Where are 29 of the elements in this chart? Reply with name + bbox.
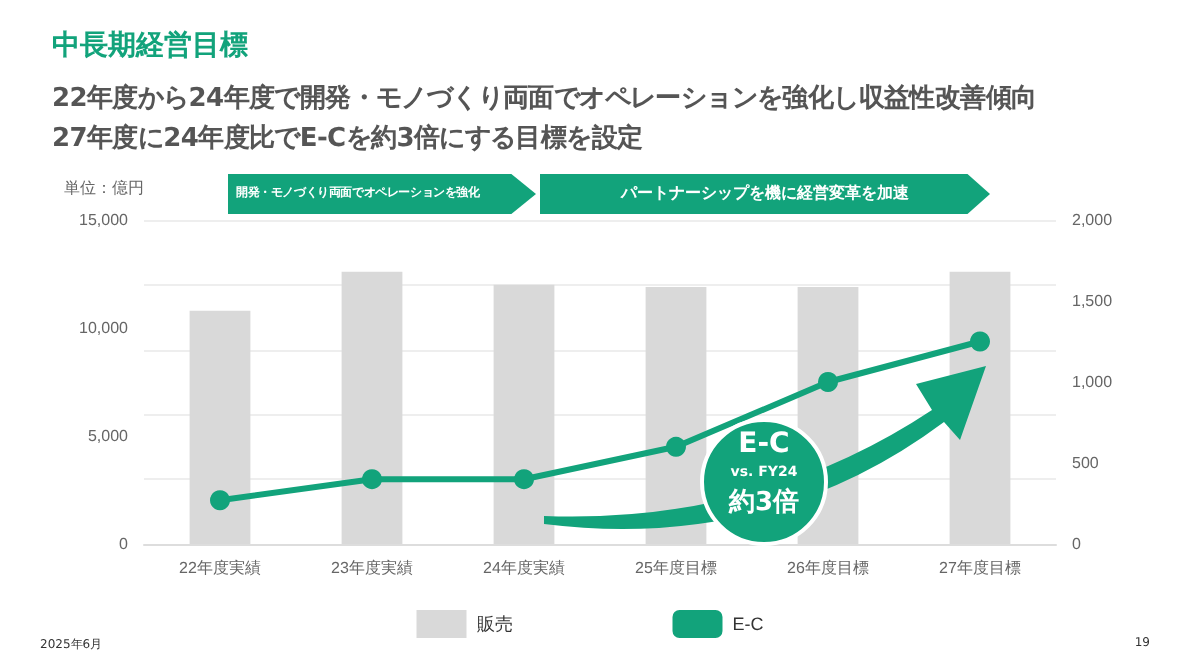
x-tick-label: 25年度目標 (635, 559, 717, 577)
y-tick-label: 0 (119, 535, 130, 553)
x-tick-label: 27年度目標 (939, 559, 1021, 577)
chart-title: 中長期経営目標 (52, 28, 248, 64)
point (362, 469, 382, 490)
legend-label: 販売 (476, 614, 513, 634)
text: パートナーシップを機に経営変革を加速 (540, 174, 990, 214)
point (210, 490, 230, 511)
point (970, 331, 990, 352)
x-tick-label: 24年度実績 (483, 559, 565, 577)
legend-label: E-C (732, 614, 765, 634)
y2-tick-label: 0 (1072, 535, 1082, 553)
annotation: E-C (736, 428, 792, 460)
y2-tick-label: 500 (1072, 454, 1100, 472)
y-axis-title: 単位：億円 (64, 179, 144, 197)
y2-tick-label: 1,500 (1072, 292, 1114, 310)
point (818, 372, 838, 392)
chart-subtitle: 22年度から24年度で開発・モノづくり両面でオペレーションを強化し収益性改善傾向 27年度に24年度比でE-Cを約3倍にする目標を設定 (52, 81, 1037, 158)
y-tick-label: 10,000 (79, 319, 130, 337)
x-tick-label: 22年度実績 (179, 559, 261, 577)
x-tick-label: 23年度実績 (331, 559, 413, 577)
annotation: 約3倍 (726, 485, 802, 520)
y2-tick-label: 1,000 (1072, 373, 1114, 391)
x-tick-label: 26年度目標 (787, 559, 869, 577)
y2-tick-label: 2,000 (1072, 211, 1114, 229)
point (514, 469, 534, 490)
y-tick-label: 15,000 (79, 211, 130, 229)
point (666, 436, 686, 457)
y-tick-label: 5,000 (87, 427, 130, 445)
